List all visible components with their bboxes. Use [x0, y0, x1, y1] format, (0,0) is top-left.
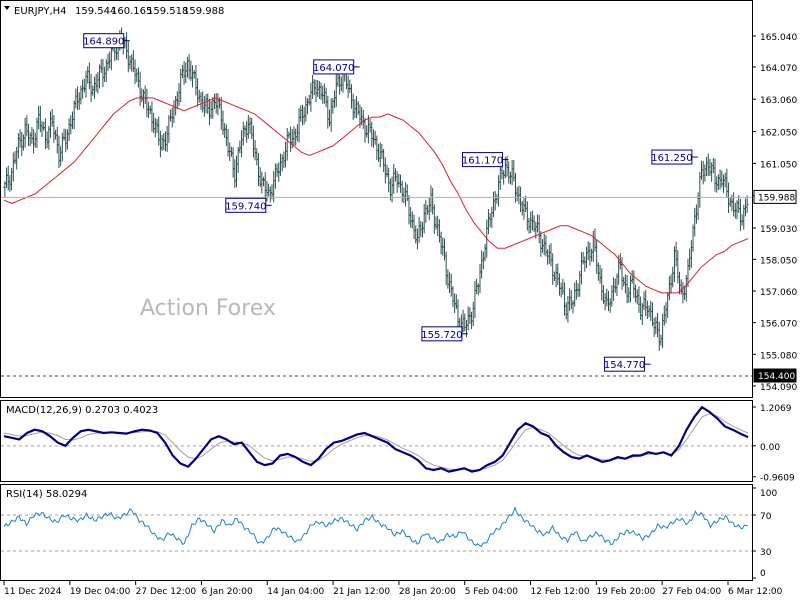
time-tick-label: 28 Jan 20:00	[399, 587, 456, 597]
rsi-tick-label: 0	[760, 569, 766, 579]
header-low: 159.518	[147, 6, 188, 17]
price-callouts: 164.890 164.070 159.740 161.170 155.720 161.2…	[83, 33, 698, 372]
callout-label: 164.890	[83, 37, 124, 48]
time-tick-label: 21 Jan 12:00	[333, 587, 390, 597]
header-high: 160.165	[111, 6, 152, 17]
time-tick-label: 27 Dec 12:00	[136, 587, 197, 597]
rsi-title: RSI(14) 58.0294	[6, 489, 87, 500]
price-callout: 159.740	[225, 197, 272, 213]
time-axis: 11 Dec 2024 19 Dec 04:00 27 Dec 12:00 6 Jan…	[3, 581, 783, 597]
callout-label: 164.070	[313, 63, 354, 74]
time-tick-label: 6 Mar 12:00	[728, 587, 783, 597]
header-symbol: EURJPY,H4	[14, 6, 67, 17]
watermark: Action Forex	[140, 296, 276, 321]
time-tick-label: 27 Feb 04:00	[662, 587, 721, 597]
price-axis-tag: 159.988	[753, 189, 797, 204]
rsi-tick-label: 100	[760, 489, 777, 499]
rsi-axis: 100 70 30 0	[752, 487, 777, 579]
price-tick-label: 158.050	[760, 256, 797, 266]
price-bars	[3, 27, 749, 351]
price-tick-label: 161.050	[760, 160, 797, 170]
moving-average-line	[3, 97, 749, 294]
time-tick-label: 19 Dec 04:00	[70, 587, 131, 597]
svg-text:154.400: 154.400	[758, 372, 795, 382]
price-tick-label: 165.040	[760, 33, 797, 43]
time-tick-label: 11 Dec 2024	[4, 587, 62, 597]
price-callout: 154.770	[604, 356, 651, 372]
time-tick-label: 12 Feb 12:00	[531, 587, 590, 597]
price-tick-label: 163.060	[760, 96, 797, 106]
price-bar	[745, 195, 749, 214]
chart-header: EURJPY,H4 159.544 160.165 159.518 159.98…	[4, 6, 224, 17]
rsi-panel[interactable]	[0, 484, 753, 581]
price-tick-label: 156.070	[760, 320, 797, 330]
macd-title: MACD(12,26,9) 0.2703 0.4023	[6, 405, 158, 416]
callout-label: 155.720	[421, 330, 462, 341]
price-tick-label: 157.060	[760, 288, 797, 298]
macd-tick-label: 0.00	[760, 443, 780, 453]
callout-label: 159.740	[225, 201, 266, 212]
price-callout: 155.720	[421, 326, 468, 342]
price-axis-tag: 154.400	[753, 368, 797, 383]
header-open: 159.544	[75, 6, 116, 17]
price-callout: 164.070	[313, 59, 360, 75]
price-tick-label: 162.050	[760, 128, 797, 138]
rsi-tick-label: 30	[760, 548, 772, 558]
time-tick-label: 5 Feb 04:00	[465, 587, 519, 597]
macd-axis: 1.2069 0.00 -0.9609	[752, 404, 795, 484]
price-callout: 161.250	[651, 149, 698, 165]
price-panel[interactable]	[0, 0, 753, 398]
time-tick-label: 6 Jan 20:00	[201, 587, 253, 597]
callout-label: 161.170	[462, 156, 503, 167]
price-axis: 165.040164.070163.060162.050161.050160.0…	[752, 33, 797, 393]
collapse-triangle-icon[interactable]	[4, 6, 10, 10]
price-tick-label: 159.030	[760, 225, 797, 235]
callout-label: 161.250	[651, 153, 692, 164]
rsi-tick-label: 70	[760, 512, 772, 522]
price-tick-label: 154.090	[760, 383, 797, 393]
price-callout: 164.890	[83, 33, 130, 49]
macd-tick-label: 1.2069	[760, 404, 792, 414]
macd-panel[interactable]	[0, 400, 753, 482]
time-tick-label: 14 Jan 04:00	[267, 587, 324, 597]
macd-tick-label: -0.9609	[760, 474, 795, 484]
macd-line	[3, 405, 749, 473]
header-close: 159.988	[183, 6, 224, 17]
time-tick-label: 19 Feb 20:00	[596, 587, 655, 597]
price-tick-label: 164.070	[760, 64, 797, 74]
callout-label: 154.770	[604, 360, 645, 371]
price-tick-label: 155.080	[760, 351, 797, 361]
price-callout: 161.170	[462, 152, 509, 168]
rsi-line	[3, 506, 749, 548]
svg-text:159.988: 159.988	[758, 193, 795, 203]
